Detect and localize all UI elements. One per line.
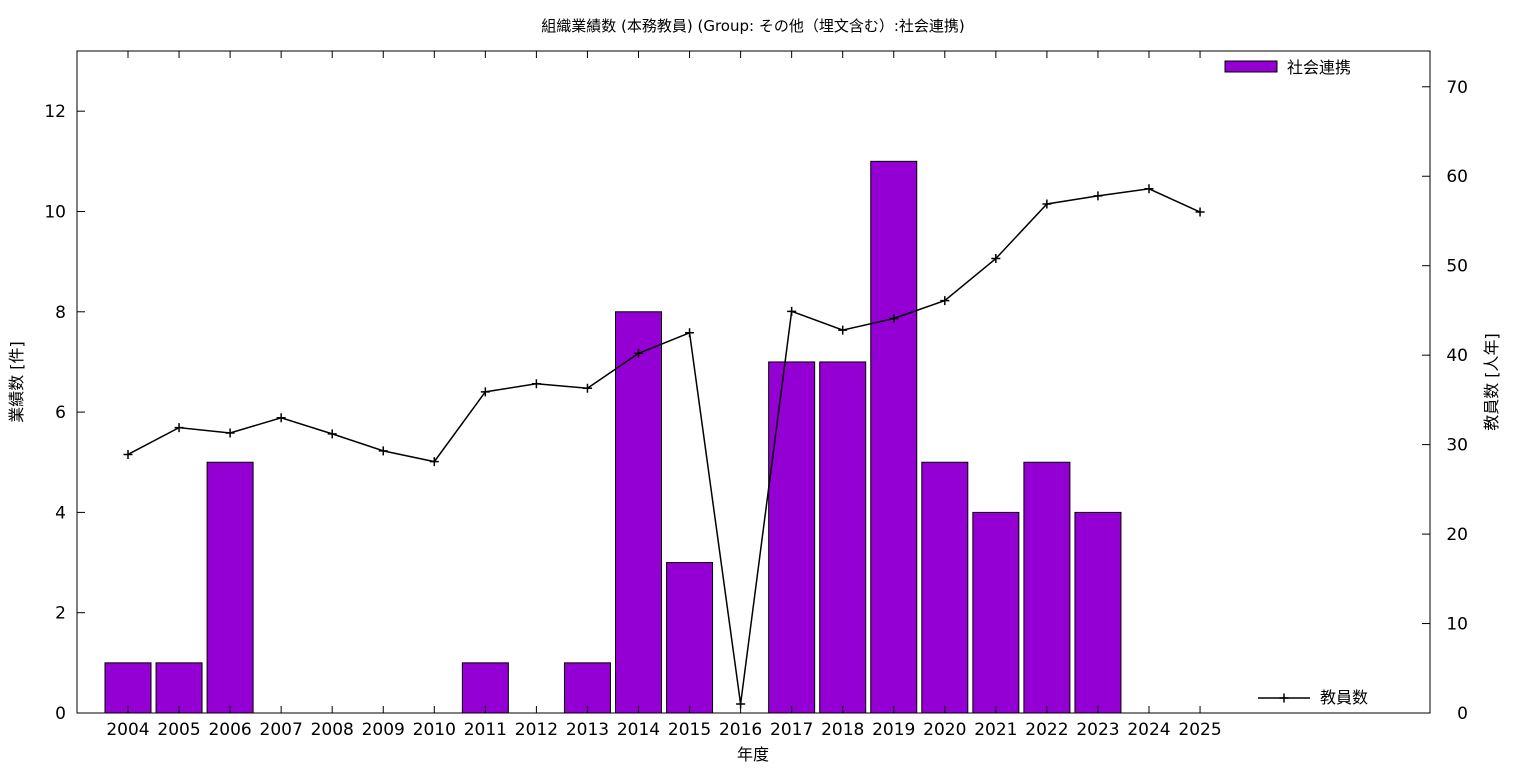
y-tick-label: 10 bbox=[44, 202, 66, 222]
x-tick-label: 2011 bbox=[464, 720, 507, 740]
bar-2011 bbox=[461, 662, 509, 714]
x-tick-label: 2015 bbox=[668, 720, 711, 740]
bar-2015 bbox=[666, 562, 714, 714]
legend-line-label: 教員数 bbox=[1320, 688, 1368, 707]
legend-bar-label: 社会連携 bbox=[1287, 58, 1351, 77]
y-tick-label: 4 bbox=[55, 503, 66, 523]
y-tick-label: 6 bbox=[55, 403, 66, 423]
bar-2005 bbox=[155, 662, 203, 714]
line-point-2015 bbox=[685, 328, 695, 338]
chart-title: 組織業績数 (本務教員) (Group: その他（埋文含む）:社会連携) bbox=[541, 17, 965, 35]
line-point-2019 bbox=[889, 313, 899, 323]
line-point-2018 bbox=[838, 325, 848, 335]
y-tick-label: 8 bbox=[55, 303, 66, 323]
y-tick-label: 12 bbox=[44, 102, 66, 122]
y-tick-label: 2 bbox=[55, 604, 66, 624]
line-point-2009 bbox=[378, 446, 388, 456]
legend-line: 教員数 bbox=[1258, 688, 1368, 707]
legend-bars: 社会連携 bbox=[1224, 58, 1351, 77]
line-point-2025 bbox=[1195, 207, 1205, 217]
line-point-2014 bbox=[634, 348, 643, 358]
x-tick-label: 2022 bbox=[1025, 720, 1068, 740]
bar-2019 bbox=[870, 160, 918, 714]
line-point-2012 bbox=[531, 379, 541, 389]
bar-2021 bbox=[972, 511, 1020, 714]
line-point-2011 bbox=[480, 387, 490, 397]
x-tick-label: 2007 bbox=[260, 720, 303, 740]
y2-tick-label: 10 bbox=[1446, 615, 1468, 635]
y2-tick-label: 0 bbox=[1457, 704, 1468, 724]
x-tick-label: 2018 bbox=[821, 720, 864, 740]
line-point-2006 bbox=[225, 428, 235, 438]
x-tick-label: 2013 bbox=[566, 720, 609, 740]
line-point-2010 bbox=[429, 457, 439, 467]
bar-2017 bbox=[768, 361, 816, 714]
bar-2006 bbox=[206, 461, 254, 714]
bar-2020 bbox=[921, 461, 969, 714]
x-tick-label: 2020 bbox=[923, 720, 966, 740]
x-tick-label: 2024 bbox=[1127, 720, 1170, 740]
bar-2018 bbox=[819, 361, 867, 714]
x-tick-label: 2023 bbox=[1076, 720, 1119, 740]
y2-axis-label: 教員数 [人年] bbox=[1482, 333, 1501, 431]
y2-tick-label: 60 bbox=[1446, 167, 1468, 187]
line-point-2023 bbox=[1093, 191, 1103, 201]
x-tick-label: 2016 bbox=[719, 720, 762, 740]
line-point-2020 bbox=[940, 296, 950, 306]
plot-frame bbox=[76, 50, 1431, 714]
line-point-2004 bbox=[123, 449, 133, 459]
line-point-2017 bbox=[787, 306, 797, 316]
y2-tick-label: 50 bbox=[1446, 257, 1468, 277]
line-point-2024 bbox=[1144, 184, 1154, 194]
line-point-2022 bbox=[1042, 199, 1052, 209]
x-tick-label: 2008 bbox=[311, 720, 354, 740]
y2-tick-label: 40 bbox=[1446, 346, 1468, 366]
y2-tick-label: 70 bbox=[1446, 78, 1468, 98]
plot-layer bbox=[104, 160, 1205, 714]
x-tick-label: 2004 bbox=[106, 720, 149, 740]
bar-2004 bbox=[104, 662, 152, 714]
x-tick-label: 2010 bbox=[413, 720, 456, 740]
x-tick-label: 2006 bbox=[208, 720, 251, 740]
line-point-2013 bbox=[582, 383, 592, 393]
y2-tick-label: 30 bbox=[1446, 436, 1468, 456]
x-tick-label: 2012 bbox=[515, 720, 558, 740]
legend-line-marker bbox=[1279, 693, 1289, 703]
y-axis-label: 業績数 [件] bbox=[7, 341, 26, 423]
line-point-2021 bbox=[991, 254, 1001, 264]
x-axis-label: 年度 bbox=[737, 745, 769, 764]
bar-2013 bbox=[563, 662, 611, 714]
line-point-2008 bbox=[327, 429, 337, 439]
x-tick-label: 2021 bbox=[974, 720, 1017, 740]
x-tick-label: 2009 bbox=[362, 720, 405, 740]
x-tick-label: 2017 bbox=[770, 720, 813, 740]
y2-tick-label: 20 bbox=[1446, 525, 1468, 545]
x-tick-label: 2005 bbox=[157, 720, 200, 740]
legend-bar-swatch bbox=[1224, 60, 1278, 73]
line-point-2007 bbox=[276, 413, 286, 423]
bar-2023 bbox=[1074, 511, 1122, 714]
x-tick-label: 2019 bbox=[872, 720, 915, 740]
bar-2022 bbox=[1023, 461, 1071, 714]
axes-layer: 2004 2005 2006 2007 2008 2009 2010 2011 2012 2013… bbox=[44, 51, 1468, 740]
bar-2014 bbox=[615, 311, 662, 714]
y-tick-label: 0 bbox=[55, 704, 66, 724]
line-point-2005 bbox=[174, 423, 184, 433]
x-tick-label: 2014 bbox=[617, 720, 660, 740]
line-series bbox=[127, 187, 1201, 705]
x-tick-label: 2025 bbox=[1178, 720, 1221, 740]
